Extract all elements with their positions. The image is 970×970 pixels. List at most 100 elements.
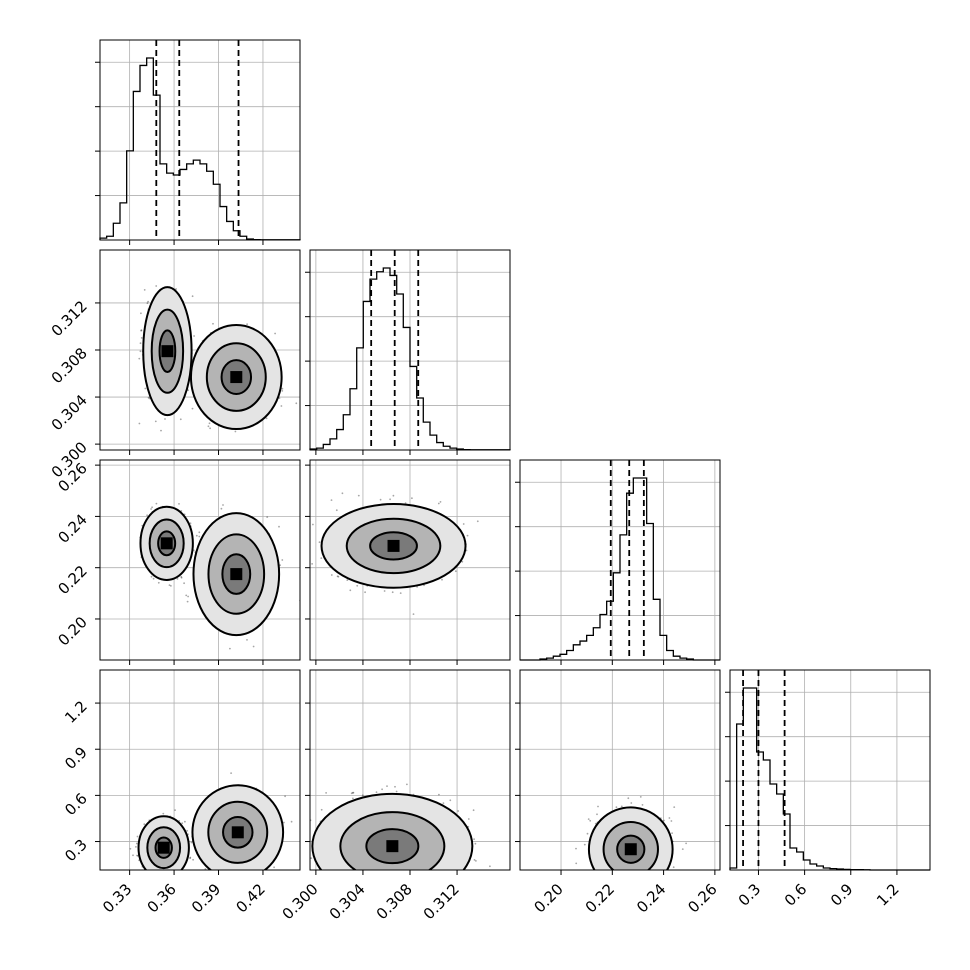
- sample-point: [169, 874, 171, 876]
- sample-point: [161, 872, 163, 874]
- y-tick-label: 0.20: [54, 613, 90, 649]
- panel-content: [139, 502, 300, 650]
- x-tick-label: 0.33: [99, 880, 135, 916]
- y-tick-label: 0.9: [61, 743, 91, 773]
- y-tick-label: 0.308: [48, 344, 91, 387]
- panel-frame: [519, 459, 721, 661]
- density-contour: [150, 308, 185, 394]
- density-peak: [160, 537, 173, 550]
- sample-point: [281, 390, 284, 392]
- sample-point: [252, 645, 255, 648]
- histogram-panel-p0: [95, 39, 301, 245]
- density-contour: [221, 553, 252, 595]
- histogram-panel-p2: [515, 459, 721, 665]
- sample-point: [160, 429, 162, 432]
- sample-point: [157, 581, 160, 584]
- x-tick-label: 0.3: [735, 880, 765, 910]
- sample-point: [139, 350, 142, 353]
- panel-frame: [729, 669, 931, 871]
- sample-point: [129, 847, 132, 850]
- x-tick-label: 1.2: [873, 880, 903, 910]
- sample-point: [198, 535, 201, 538]
- x-tick-label: 0.6: [781, 880, 811, 910]
- sample-point: [246, 639, 248, 641]
- sample-point: [154, 420, 157, 423]
- sample-point: [164, 418, 166, 420]
- density-contour: [189, 324, 283, 431]
- sample-point: [234, 430, 237, 433]
- y-tick-label: 0.312: [48, 297, 91, 340]
- sample-point: [174, 809, 177, 811]
- density-contour: [148, 518, 185, 569]
- y-tick-label: 1.2: [61, 697, 91, 727]
- sample-point: [144, 387, 147, 390]
- sample-point: [183, 582, 186, 585]
- x-tick-label: 0.36: [144, 880, 180, 916]
- density-contour: [157, 530, 177, 557]
- sample-point: [220, 507, 223, 510]
- sample-point: [186, 600, 189, 603]
- sample-point: [169, 874, 171, 876]
- sample-point: [229, 647, 231, 650]
- sample-point: [280, 405, 283, 407]
- sample-point: [191, 295, 194, 298]
- sample-point: [207, 425, 210, 428]
- scatter-panel-p0-p3: 0.33 0.36 0.39 0.420.30.60.91.2: [61, 669, 301, 916]
- sample-point: [209, 427, 212, 430]
- density-contour: [220, 359, 253, 395]
- sample-point: [175, 288, 178, 290]
- sample-point: [151, 506, 154, 509]
- sample-point: [266, 516, 269, 518]
- sample-point: [179, 418, 182, 421]
- sample-point: [222, 504, 224, 506]
- panel-frame: [99, 459, 301, 661]
- sample-point: [180, 576, 183, 579]
- sample-point: [140, 312, 142, 315]
- density-contour: [158, 329, 177, 373]
- sample-point: [278, 525, 280, 528]
- sample-point: [212, 322, 214, 325]
- y-tick-label: 0.3: [61, 836, 91, 866]
- sample-point: [192, 858, 195, 861]
- histogram-panel-p1: [305, 249, 511, 455]
- sample-point: [283, 821, 285, 824]
- sample-point: [155, 502, 158, 505]
- sample-point: [191, 407, 194, 410]
- sample-point: [154, 871, 156, 873]
- density-contour: [139, 505, 194, 581]
- y-tick-label: 0.304: [48, 391, 91, 434]
- sample-point: [136, 854, 138, 857]
- sample-point: [163, 874, 165, 876]
- sample-point: [180, 575, 183, 578]
- sample-point: [295, 402, 298, 405]
- histogram-series: [520, 477, 720, 661]
- sample-point: [157, 873, 159, 875]
- density-peak: [230, 371, 243, 384]
- panel-frame: [99, 39, 301, 241]
- density-peak: [230, 568, 243, 581]
- sample-point: [175, 877, 177, 879]
- density-contour: [207, 533, 266, 615]
- sample-point: [189, 522, 192, 525]
- y-tick-label: 0.6: [61, 789, 91, 819]
- sample-point: [179, 871, 181, 873]
- sample-point: [168, 584, 171, 586]
- density-peak: [161, 345, 174, 358]
- panel-frame: [309, 249, 511, 451]
- sample-point: [274, 332, 276, 335]
- sample-point: [147, 396, 150, 399]
- y-tick-label: 0.22: [54, 562, 90, 598]
- sample-point: [181, 877, 183, 879]
- sample-point: [170, 585, 172, 587]
- sample-point: [198, 531, 201, 534]
- sample-point: [290, 820, 293, 823]
- sample-point: [150, 508, 153, 510]
- sample-point: [265, 417, 268, 420]
- sample-point: [189, 856, 192, 859]
- sample-point: [281, 559, 284, 561]
- sample-point: [281, 387, 284, 390]
- sample-point: [132, 854, 134, 857]
- scatter-panel-p0-p2: 0.200.220.240.26: [54, 459, 301, 665]
